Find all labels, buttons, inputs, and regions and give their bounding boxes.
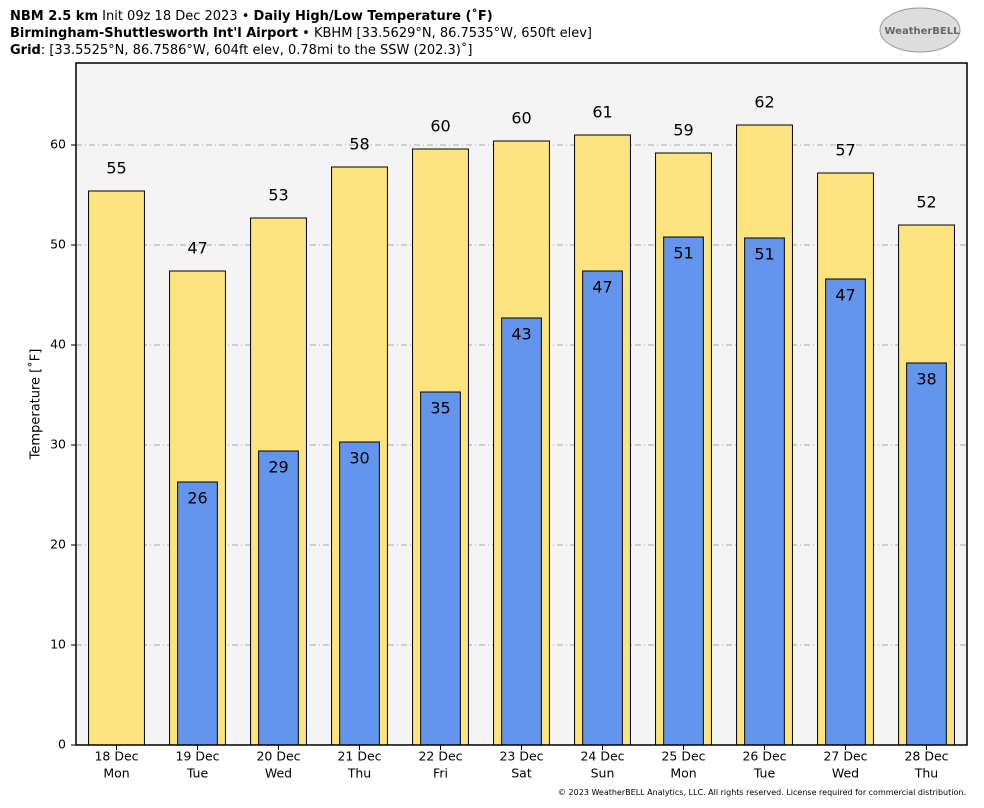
grid-label: Grid [10, 43, 41, 58]
x-tick-weekday: Mon [103, 766, 129, 781]
high-label: 60 [430, 117, 450, 136]
high-label: 61 [592, 103, 612, 122]
x-tick-weekday: Mon [670, 766, 696, 781]
low-label: 29 [268, 458, 288, 477]
low-label: 47 [592, 278, 612, 297]
bars: 55 47 26 53 29 58 30 60 35 60 43 61 47 59 51 62 51 57 47 52… [88, 93, 955, 746]
high-label: 52 [916, 193, 936, 212]
low-bar [339, 441, 380, 746]
y-tick-label: 40 [50, 337, 66, 352]
x-tick-label: 21 Dec [337, 749, 381, 764]
low-label: 47 [835, 286, 855, 305]
x-tick-weekday: Fri [433, 766, 448, 781]
model: NBM 2.5 km [10, 9, 98, 24]
y-tick-label: 10 [50, 637, 66, 652]
x-tick-label: 24 Dec [580, 749, 624, 764]
station: Birmingham-Shuttlesworth Int'l Airport [10, 26, 298, 41]
high-label: 57 [835, 141, 855, 160]
high-label: 47 [187, 239, 207, 258]
x-tick-weekday: Sun [591, 766, 615, 781]
x-tick-label: 27 Dec [823, 749, 867, 764]
low-label: 30 [349, 449, 369, 468]
high-label: 55 [106, 159, 126, 178]
header-line-2: Birmingham-Shuttlesworth Int'l Airport •… [10, 26, 592, 41]
product: Daily High/Low Temperature (˚F) [254, 8, 493, 24]
low-bar [420, 391, 461, 746]
x-tick-label: 23 Dec [499, 749, 543, 764]
low-label: 43 [511, 325, 531, 344]
high-label: 59 [673, 121, 693, 140]
y-axis-label: Temperature [˚F] [28, 349, 44, 461]
header-line-3: Grid: [33.5525°N, 86.7586°W, 604ft elev,… [10, 42, 472, 58]
high-label: 62 [754, 93, 774, 112]
grid-details: : [33.5525°N, 86.7586°W, 604ft elev, 0.7… [41, 42, 473, 58]
low-bar [663, 236, 704, 746]
x-tick-weekday: Sat [511, 766, 532, 781]
x-tick-label: 18 Dec [94, 749, 138, 764]
low-bar [177, 481, 218, 746]
y-tick-label: 0 [58, 737, 66, 752]
high-label: 53 [268, 186, 288, 205]
low-label: 35 [430, 399, 450, 418]
y-tick-label: 20 [50, 537, 66, 552]
logo-text: WeatherBELL [884, 26, 960, 37]
low-bar [906, 362, 947, 746]
low-label: 51 [754, 245, 774, 264]
x-tick-weekday: Wed [832, 766, 859, 781]
x-tick-label: 19 Dec [175, 749, 219, 764]
low-label: 38 [916, 370, 936, 389]
low-bar [501, 317, 542, 746]
low-bar [258, 450, 299, 746]
low-bar [582, 270, 623, 746]
low-label: 26 [187, 489, 207, 508]
low-bar [744, 237, 785, 746]
init: Init 09z 18 Dec 2023 • [102, 9, 249, 24]
logo-shape [879, 7, 961, 53]
high-bar [88, 190, 145, 746]
x-tick-weekday: Tue [186, 766, 209, 781]
x-tick-weekday: Tue [753, 766, 776, 781]
y-tick-label: 60 [50, 137, 66, 152]
y-tick-label: 50 [50, 237, 66, 252]
low-label: 51 [673, 244, 693, 263]
high-label: 60 [511, 109, 531, 128]
x-tick-label: 22 Dec [418, 749, 462, 764]
station-details: • KBHM [33.5629°N, 86.7535°W, 650ft elev… [302, 26, 592, 41]
y-tick-label: 30 [50, 437, 66, 452]
x-tick-weekday: Thu [347, 766, 371, 781]
x-tick-label: 25 Dec [661, 749, 705, 764]
x-tick-label: 26 Dec [742, 749, 786, 764]
x-tick-label: 28 Dec [904, 749, 948, 764]
x-tick-weekday: Wed [265, 766, 292, 781]
logo: WeatherBELL [879, 7, 961, 53]
x-tick-weekday: Thu [914, 766, 938, 781]
header-line-1: NBM 2.5 km Init 09z 18 Dec 2023 • Daily … [10, 8, 493, 24]
low-bar [825, 278, 866, 746]
footer: © 2023 WeatherBELL Analytics, LLC. All r… [558, 788, 966, 797]
high-label: 58 [349, 135, 369, 154]
x-tick-label: 20 Dec [256, 749, 300, 764]
